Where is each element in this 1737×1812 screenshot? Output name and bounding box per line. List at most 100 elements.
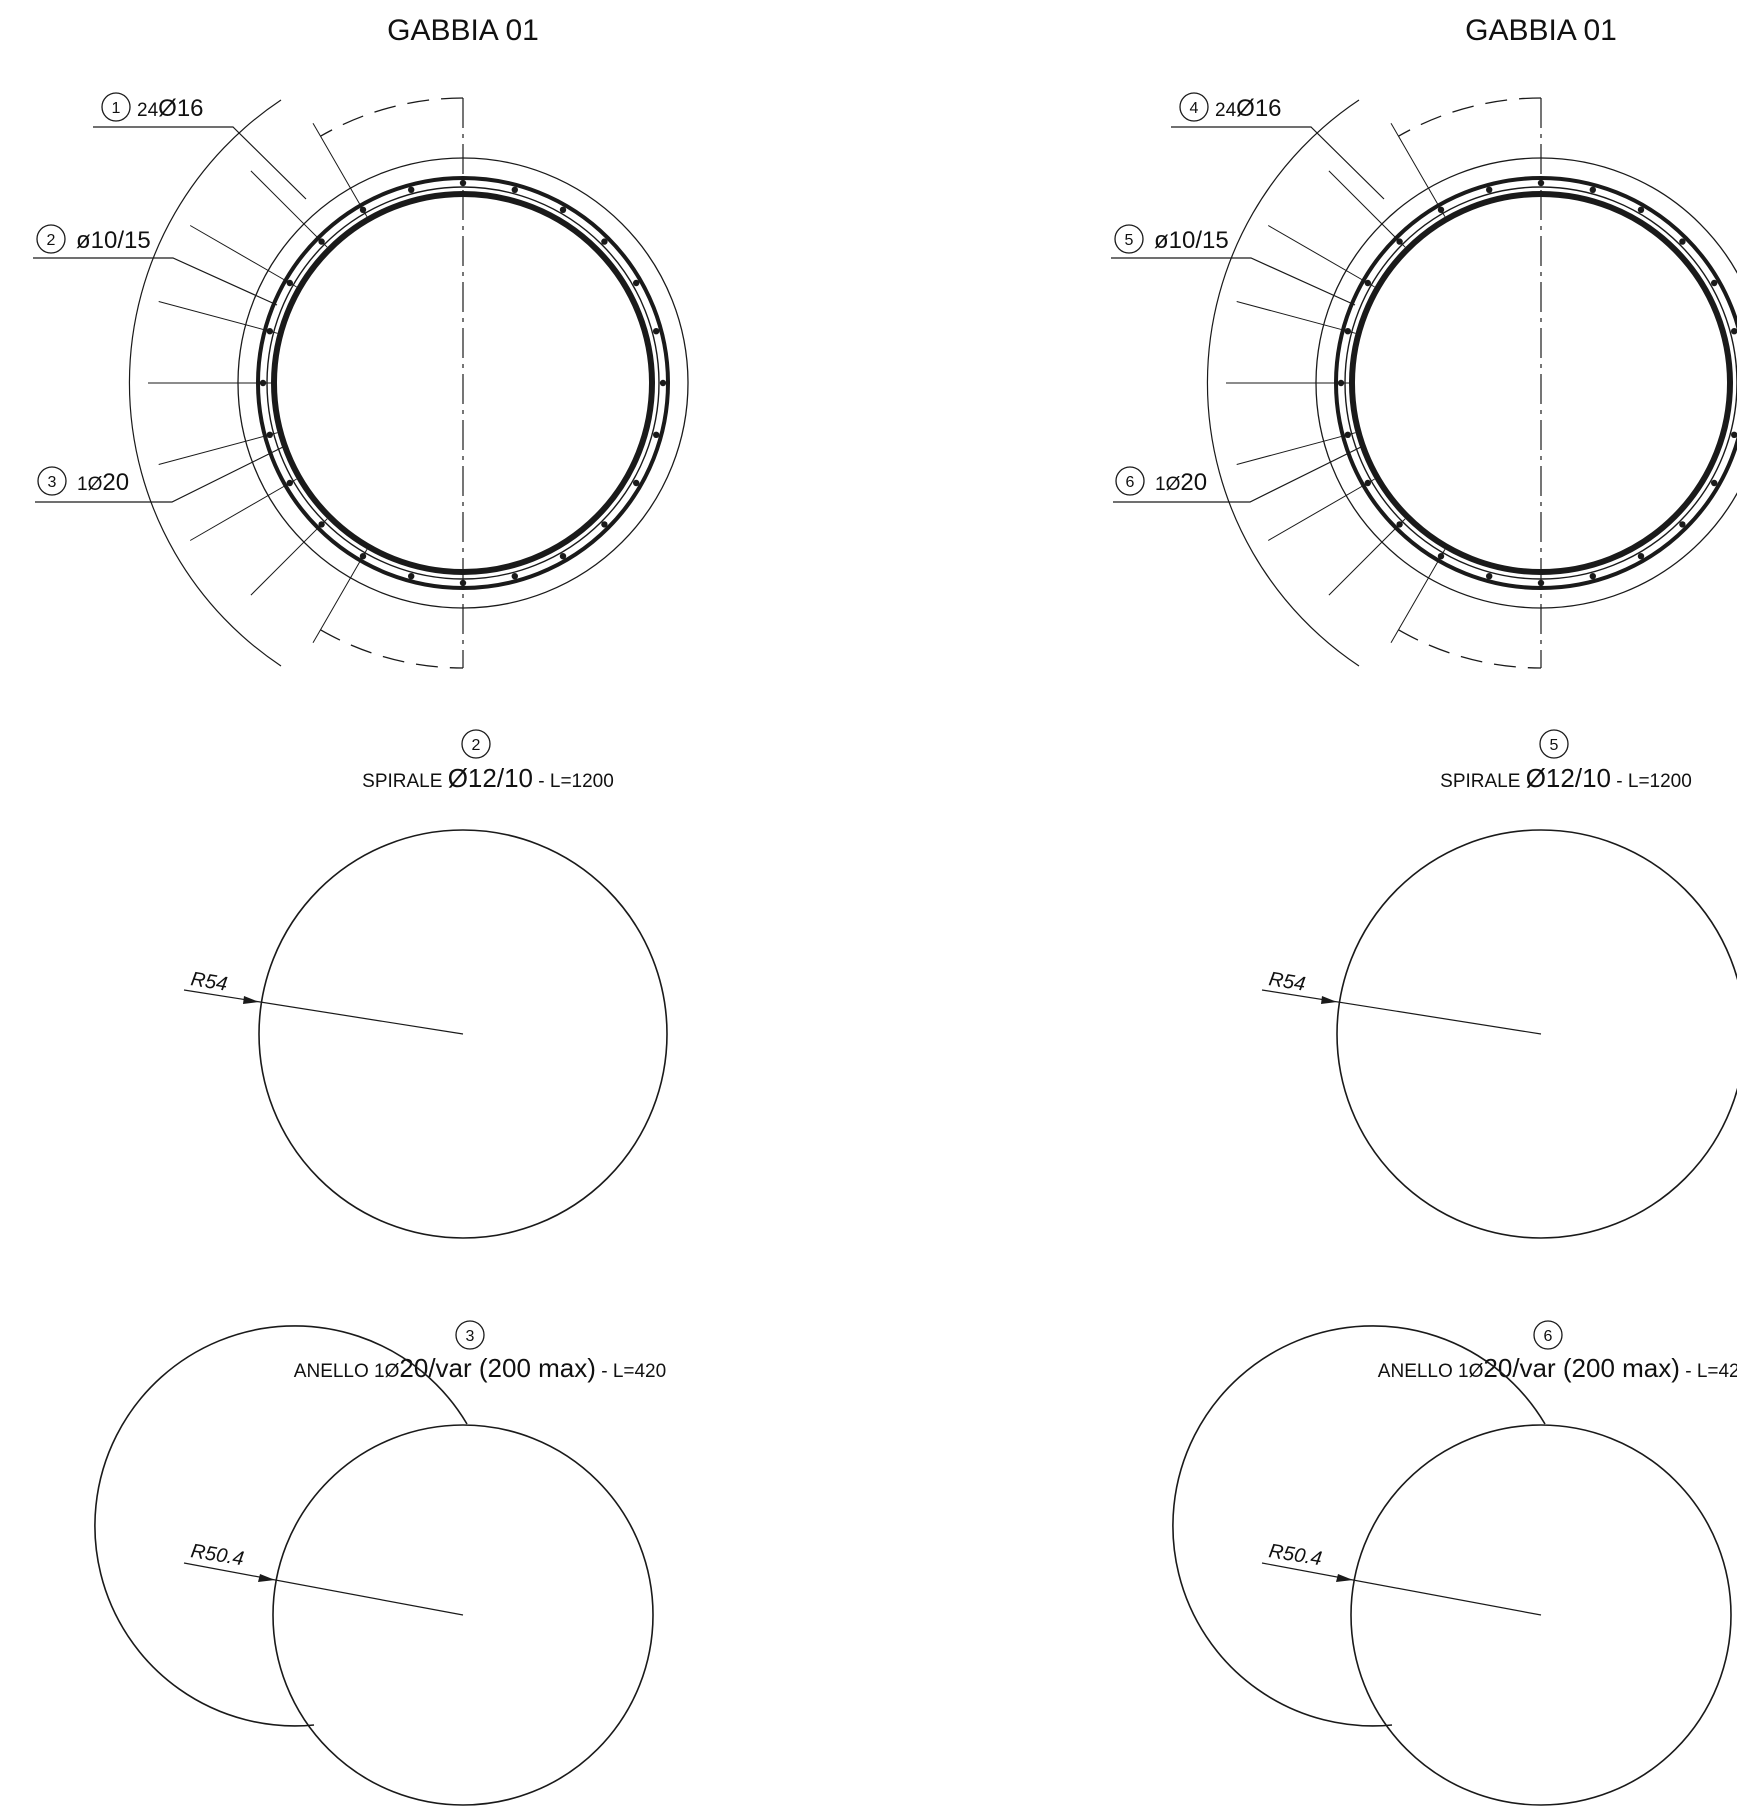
rebar-point — [1711, 479, 1718, 487]
rebar-point — [511, 186, 518, 193]
rebar-point — [653, 328, 660, 335]
detail-marker — [455, 1320, 485, 1350]
spiral-circle — [1336, 829, 1737, 1239]
callout-number: 5 — [1125, 232, 1134, 249]
panel-right: GABBIA 01 4 24Ø16 5 ø10/15 6 — [1111, 14, 1737, 1806]
detail-marker — [1533, 1320, 1563, 1350]
callout-6: 6 1Ø20 — [1113, 445, 1364, 503]
detail-number: 2 — [472, 737, 481, 754]
ring-inner-circle — [272, 1424, 654, 1806]
spiral-circle — [258, 829, 668, 1239]
callout-marker — [1115, 466, 1145, 496]
rebar-point — [1637, 553, 1645, 560]
dimension-tick — [1390, 549, 1446, 644]
ring-detail: 6 ANELLO 1Ø20/var (200 max) - L=420 R50.… — [1172, 1320, 1737, 1806]
radius-leader — [1261, 1562, 1542, 1616]
detail-number: 3 — [466, 1328, 475, 1345]
rebar-point — [459, 579, 467, 587]
rebar-point — [1731, 431, 1737, 438]
callout-label: 1Ø20 — [1155, 469, 1207, 496]
rebar-point — [659, 379, 667, 387]
dimension-tick — [312, 122, 368, 217]
leader-line — [1171, 126, 1385, 200]
dimension-tick — [1267, 225, 1375, 288]
callout-label: 24Ø16 — [1215, 95, 1282, 122]
callout-marker — [1179, 92, 1209, 122]
callout-label: 1Ø20 — [77, 469, 129, 496]
rebar-point — [1537, 579, 1545, 587]
callout-3: 3 1Ø20 — [35, 445, 286, 503]
rebar-point — [653, 431, 660, 438]
panel-title: GABBIA 01 — [1465, 14, 1617, 47]
dimension-tick — [158, 432, 278, 465]
dimension-tick — [189, 478, 297, 541]
rebar-point — [1486, 573, 1493, 580]
panel-title: GABBIA 01 — [387, 14, 539, 47]
callout-1: 1 24Ø16 — [93, 92, 307, 200]
rebar-point — [1589, 573, 1596, 580]
rebar-points — [259, 179, 667, 587]
spiral-detail: 2 SPIRALE Ø12/10 - L=1200 R54 — [183, 729, 668, 1239]
dimension-tick — [189, 225, 297, 288]
rebar-point — [1679, 521, 1686, 528]
dimension-tick — [1236, 301, 1356, 334]
callout-marker — [101, 92, 131, 122]
callout-number: 4 — [1190, 100, 1199, 117]
dimension-ticks — [148, 122, 368, 644]
spiral-detail: 5 SPIRALE Ø12/10 - L=1200 R54 — [1261, 729, 1737, 1239]
callout-label: ø10/15 — [76, 227, 151, 254]
callout-number: 1 — [112, 100, 121, 117]
rebar-point — [1679, 238, 1686, 245]
callout-label: ø10/15 — [1154, 227, 1229, 254]
rebar-points — [1337, 179, 1737, 587]
radius-leader — [183, 989, 464, 1035]
detail-caption: ANELLO 1Ø20/var (200 max) - L=420 — [294, 1353, 666, 1383]
rebar-point — [601, 521, 608, 528]
rebar-point — [1537, 179, 1545, 187]
rebar-point — [1637, 206, 1645, 213]
ring-detail: 3 ANELLO 1Ø20/var (200 max) - L=420 R50.… — [94, 1320, 666, 1806]
cage-section-drawing — [1206, 97, 1737, 669]
callout-marker — [1114, 224, 1144, 254]
ring-outer-arc — [1172, 1325, 1546, 1727]
rebar-point — [408, 186, 415, 193]
detail-number: 6 — [1544, 1328, 1553, 1345]
rebar-point — [1589, 186, 1596, 193]
dimension-tick — [158, 301, 278, 334]
rebar-point — [408, 573, 415, 580]
ring-outer-arc — [94, 1325, 468, 1727]
leader-line — [1113, 445, 1364, 503]
dimension-tick — [250, 170, 328, 248]
rebar-point — [601, 238, 608, 245]
callout-number: 6 — [1126, 474, 1135, 491]
rebar-point — [559, 553, 567, 560]
detail-marker — [461, 729, 491, 759]
callout-5: 5 ø10/15 — [1111, 224, 1356, 306]
callout-number: 3 — [48, 474, 57, 491]
dimension-tick — [1390, 122, 1446, 217]
detail-number: 5 — [1550, 737, 1559, 754]
rebar-point — [511, 573, 518, 580]
panel-left: GABBIA 01 1 24Ø16 2 ø10/15 — [33, 14, 689, 1806]
detail-caption: SPIRALE Ø12/10 - L=1200 — [1440, 763, 1692, 793]
dimension-tick — [1328, 518, 1406, 596]
detail-caption: SPIRALE Ø12/10 - L=1200 — [362, 763, 614, 793]
leader-line — [33, 257, 278, 306]
rebar-point — [633, 279, 640, 287]
rebar-point — [1711, 279, 1718, 287]
dimension-ticks — [1226, 122, 1446, 644]
dimension-tick — [1328, 170, 1406, 248]
rebar-point — [559, 206, 567, 213]
callout-number: 2 — [47, 232, 56, 249]
rebar-point — [459, 179, 467, 187]
callout-marker — [36, 224, 66, 254]
detail-marker — [1539, 729, 1569, 759]
dimension-tick — [1267, 478, 1375, 541]
rebar-point — [633, 479, 640, 487]
ring-inner-circle — [1350, 1424, 1732, 1806]
leader-line — [1111, 257, 1356, 306]
dimension-tick — [1236, 432, 1356, 465]
callout-label: 24Ø16 — [137, 95, 204, 122]
radius-leader — [183, 1562, 464, 1616]
